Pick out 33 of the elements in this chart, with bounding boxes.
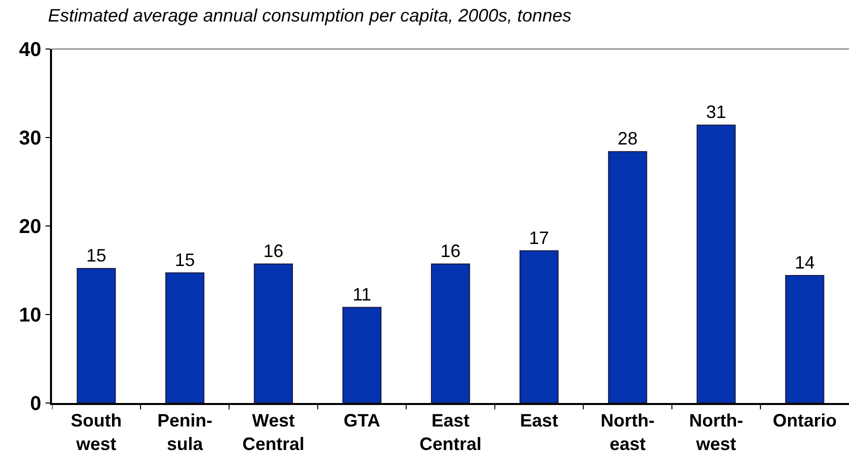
x-tick-label: East [520,410,558,431]
bar [430,264,470,403]
chart-title: Estimated average annual consumption per capita, 2000s, tonnes [48,5,572,26]
x-tick-label: East Central [419,410,482,454]
bar [520,250,559,403]
x-tick-label: GTA [344,410,380,431]
y-tick-label: 20 [19,216,42,238]
x-tick-label: Ontario [772,410,837,431]
y-tick-label: 10 [19,304,42,326]
data-label: 15 [86,245,106,266]
bar [342,306,382,403]
x-tick-label: North- east [600,410,655,454]
x-tick-label: Penin- sula [157,410,212,454]
y-tick-label: 40 [19,39,42,61]
bar [165,272,204,403]
x-tick-label: South west [70,410,122,454]
x-tick-label: West Central [242,410,304,454]
data-label: 16 [263,241,284,262]
bar [254,264,293,403]
data-label: 28 [618,128,638,149]
y-tick-label: 0 [30,393,42,415]
data-label: 11 [352,284,372,304]
data-label: 17 [529,228,550,248]
bar [608,151,648,403]
data-label: 31 [706,102,726,122]
data-label: 16 [440,241,461,262]
bar [785,275,824,403]
data-label: 14 [794,252,815,273]
bar [76,268,116,403]
bar [696,124,736,403]
x-tick-label: North- west [689,410,744,454]
data-label: 15 [174,250,195,270]
y-tick-label: 30 [19,128,42,150]
